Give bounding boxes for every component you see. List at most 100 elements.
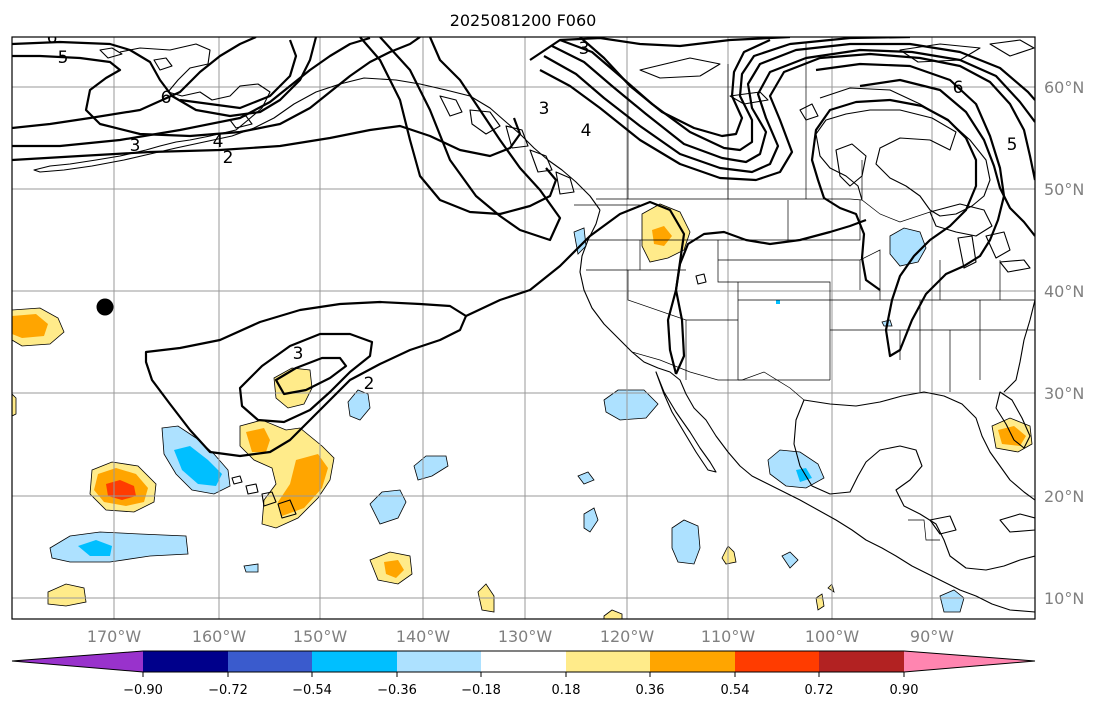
contour-label: 4 [213,132,224,152]
contour-line [179,39,298,110]
contour-label: 6 [47,28,58,48]
contour-line [359,37,558,216]
contour-line [579,37,771,138]
contour-label: 6 [161,88,172,108]
contour-label: 5 [58,48,69,68]
anomaly-blob [939,589,965,613]
colorbar-segment [735,651,819,672]
shaded-anomalies [12,203,1033,619]
anomaly-blob [12,393,17,417]
contour-line [12,37,421,138]
colorbar-ticks [142,672,905,677]
colorbar-tick-label: −0.36 [377,683,417,698]
gulf-coastline [793,391,1035,571]
contour-line [144,300,468,458]
anomaly-blob [384,560,404,578]
contour-line [12,37,257,130]
contour-line [12,37,318,118]
anomaly-blob [583,507,599,533]
latitude-labels: 60°N 50°N 40°N 30°N 20°N 10°N [1044,78,1084,608]
colorbar-segment [143,651,228,672]
contour-label: 3 [579,39,590,59]
anomaly-blob [174,446,222,486]
lon-label: 150°W [293,627,348,646]
contour-line [551,42,1035,164]
lon-label: 90°W [910,627,954,646]
contour-line [379,37,562,242]
anomaly-blob [47,583,87,607]
anomaly-blob [369,489,407,525]
lat-label: 10°N [1044,589,1084,608]
lon-label: 110°W [701,627,756,646]
colorbar-tick-label: −0.54 [292,683,332,698]
longitude-labels: 170°W 160°W 150°W 140°W 130°W 120°W 110°… [87,627,954,646]
contour-line [539,52,1035,182]
colorbar-tick-label: 0.54 [721,683,750,698]
anomaly-blob [243,563,259,573]
black-dot [96,298,114,316]
contour-line [274,356,348,396]
contour-label: 3 [293,344,304,364]
us-mexico-border [631,351,805,401]
lat-label: 30°N [1044,384,1084,403]
contour-label: 6 [953,78,964,98]
colorbar-segment [228,651,312,672]
colorbar-tick-label: −0.72 [208,683,248,698]
lon-label: 100°W [805,627,860,646]
contours [12,37,1035,458]
anomaly-blob [12,314,48,338]
contour-label: 5 [1007,135,1018,155]
colorbar-extend-high [904,651,1035,672]
contour-line [12,37,371,148]
anomaly-blob [889,227,927,267]
florida-coastline [995,391,1031,449]
contour-line [465,200,686,375]
anomaly-blob [246,428,270,452]
colorbar-tick-label: 0.72 [805,683,834,698]
lat-label: 60°N [1044,78,1084,97]
anomaly-blob [78,540,112,556]
anomaly-blob [671,519,701,565]
lon-label: 130°W [498,627,553,646]
lat-label: 40°N [1044,282,1084,301]
baja-coastline [655,371,717,473]
lon-label: 160°W [192,627,247,646]
anomaly-blob [603,389,659,421]
colorbar-segment [819,651,904,672]
contour-line [666,218,867,375]
colorbar-segment [481,651,566,672]
contour-label: 4 [581,121,592,141]
colorbar-extend-low [12,651,143,672]
us-west-coastline [579,209,1035,613]
lon-label: 140°W [396,627,451,646]
map-title: 2025081200 F060 [450,11,597,30]
contour-line [810,62,1006,358]
lat-label: 50°N [1044,180,1084,199]
anomaly-blob [49,531,189,563]
contour-label: 2 [223,148,234,168]
coastlines [33,39,1035,613]
lon-label: 170°W [87,627,142,646]
anomaly-blob [652,226,672,246]
colorbar-tick-label: −0.18 [461,683,501,698]
map-frame [11,36,1036,620]
alaska-coastline [33,43,601,211]
colorbar-tick-label: 0.18 [552,683,581,698]
colorbar-tick-label: 0.90 [890,683,919,698]
colorbar-segment [397,651,481,672]
lat-label: 20°N [1044,487,1084,506]
anomaly-blob [781,551,799,569]
anomaly-blob [776,300,780,304]
anomaly-blob [347,389,371,421]
contour-line [238,332,374,424]
colorbar-tick-label: −0.90 [123,683,163,698]
anomaly-blob [577,471,595,485]
contour-labels: 5 6 6 3 4 2 3 4 3 6 5 3 2 [47,28,1018,394]
lon-label: 120°W [600,627,655,646]
contour-label: 3 [130,136,141,156]
colorbar: −0.90 −0.72 −0.54 −0.36 −0.18 0.18 0.36 … [11,650,1036,698]
colorbar-segment [566,651,650,672]
hudson-bay-coastline [815,87,991,217]
contour-label: 2 [364,374,375,394]
